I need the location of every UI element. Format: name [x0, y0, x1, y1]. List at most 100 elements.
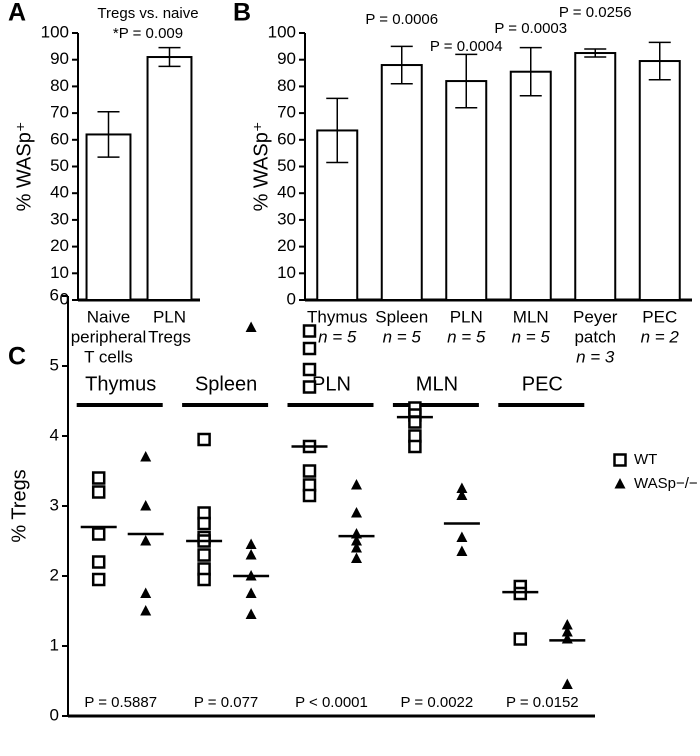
- group-title: PLN: [312, 373, 351, 395]
- group-title: Spleen: [195, 373, 257, 395]
- y-tick-label: 100: [268, 22, 296, 41]
- p-value: P = 0.0256: [559, 4, 632, 21]
- p-value: P = 0.0152: [506, 694, 579, 711]
- y-tick-label: 5: [50, 355, 59, 374]
- bar: [380, 64, 423, 302]
- legend-label: WASp−/−: [634, 475, 698, 492]
- group-title: PEC: [522, 373, 563, 395]
- annotation: *P = 0.009: [113, 25, 183, 42]
- y-tick-label: 50: [50, 156, 69, 175]
- ko-point: [456, 482, 468, 493]
- p-value: P = 0.0003: [494, 20, 567, 37]
- ko-point: [245, 608, 257, 619]
- y-tick-label: 50: [277, 156, 296, 175]
- y-tick-label: 0: [287, 289, 296, 308]
- wt-point: [302, 464, 317, 478]
- wt-point: [91, 572, 106, 587]
- wt-point: [91, 485, 106, 499]
- ko-point: [245, 321, 257, 332]
- panel-label: C: [8, 343, 26, 371]
- y-tick-label: 80: [50, 76, 69, 95]
- x-tick-label: T cells: [84, 347, 133, 366]
- n-label: n = 3: [576, 347, 615, 366]
- n-label: n = 5: [383, 327, 422, 346]
- ko-point: [561, 678, 573, 689]
- x-tick-label: peripheral: [71, 327, 147, 346]
- y-axis-label: % Tregs: [8, 469, 30, 542]
- bar: [509, 70, 552, 301]
- y-tick-label: 30: [50, 209, 69, 228]
- x-tick-label: Peyer: [573, 307, 618, 326]
- y-tick-label: 40: [277, 183, 296, 202]
- y-axis-label: % WASp⁺: [13, 122, 35, 212]
- ko-point: [351, 542, 362, 553]
- wt-point: [302, 362, 317, 377]
- ko-point: [561, 626, 573, 637]
- y-tick-label: 60: [277, 129, 296, 148]
- x-tick-label: PLN: [450, 307, 483, 326]
- panel-label: A: [8, 0, 26, 27]
- x-tick-label: PLN: [153, 307, 186, 326]
- bar: [445, 80, 488, 301]
- bar: [85, 133, 132, 301]
- wt-point: [197, 516, 211, 531]
- y-tick-label: 4: [50, 425, 59, 444]
- ko-point: [561, 619, 573, 630]
- wt-point: [197, 432, 211, 447]
- y-tick-label: 70: [50, 103, 69, 122]
- y-tick-label: 60: [50, 129, 69, 148]
- ko-point: [140, 500, 152, 511]
- wt-point: [513, 632, 528, 646]
- annotation: Tregs vs. naive: [97, 5, 198, 22]
- bar: [146, 56, 193, 301]
- n-label: n = 5: [318, 327, 357, 346]
- ko-point: [351, 507, 362, 518]
- group-title: MLN: [416, 373, 458, 395]
- y-tick-label: 10: [50, 263, 69, 282]
- ko-point: [351, 535, 362, 546]
- bar: [638, 60, 681, 301]
- y-tick-label: 100: [41, 22, 69, 41]
- wt-point: [302, 341, 317, 356]
- y-tick-label: 0: [50, 705, 59, 724]
- y-tick-label: 1: [50, 635, 59, 654]
- y-tick-label: 0: [60, 289, 69, 308]
- wt-point: [302, 324, 317, 338]
- wt-point: [91, 471, 106, 485]
- y-tick-label: 10: [277, 263, 296, 282]
- y-tick-label: 30: [277, 209, 296, 228]
- y-tick-label: 80: [277, 76, 296, 95]
- wt-point: [302, 380, 317, 394]
- x-tick-label: Tregs: [148, 327, 191, 346]
- n-label: n = 5: [512, 327, 551, 346]
- legend-marker: [614, 478, 626, 489]
- wt-point: [197, 548, 211, 562]
- p-value: P = 0.0004: [430, 38, 503, 55]
- wt-point: [197, 572, 211, 587]
- ko-point: [456, 531, 468, 542]
- wt-point: [91, 527, 106, 541]
- x-tick-label: patch: [574, 327, 616, 346]
- x-tick-label: PEC: [642, 307, 677, 326]
- y-tick-label: 2: [50, 565, 59, 584]
- p-value: P = 0.077: [194, 694, 258, 711]
- y-tick-label: 70: [277, 103, 296, 122]
- legend-label: WT: [634, 451, 657, 468]
- bar: [574, 52, 617, 302]
- group-title: Thymus: [85, 373, 156, 395]
- ko-point: [456, 489, 468, 500]
- wt-point: [302, 488, 317, 503]
- p-value: P < 0.0001: [295, 694, 368, 711]
- x-tick-label: Naive: [87, 307, 130, 326]
- ko-point: [351, 552, 362, 563]
- ko-point: [140, 587, 152, 598]
- n-label: n = 5: [447, 327, 486, 346]
- p-value: P = 0.0022: [401, 694, 474, 711]
- panel-label: B: [233, 0, 251, 27]
- y-tick-label: 40: [50, 183, 69, 202]
- y-tick-label: 90: [50, 49, 69, 68]
- wt-point: [91, 555, 106, 569]
- n-label: n = 2: [641, 327, 680, 346]
- ko-point: [245, 587, 257, 598]
- y-tick-label: 20: [50, 236, 69, 255]
